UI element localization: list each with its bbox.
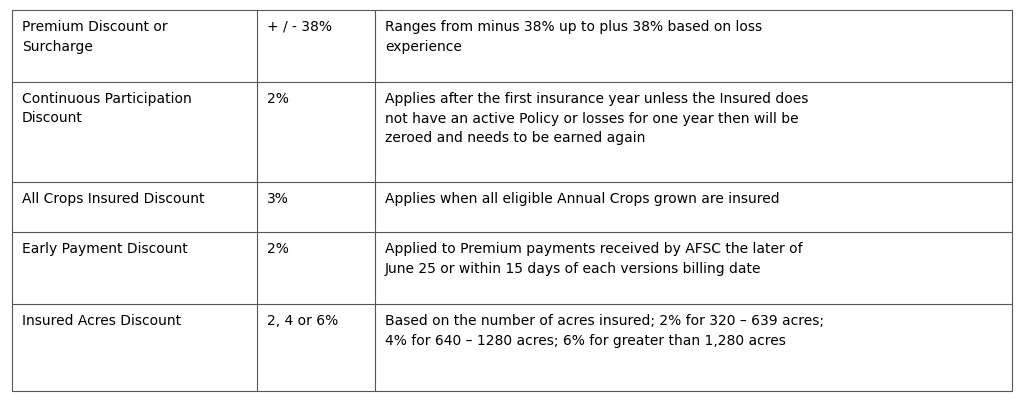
Text: Applied to Premium payments received by AFSC the later of
June 25 or within 15 d: Applied to Premium payments received by … bbox=[385, 242, 803, 275]
Text: 3%: 3% bbox=[267, 192, 289, 206]
Text: 2, 4 or 6%: 2, 4 or 6% bbox=[267, 314, 338, 328]
Text: Premium Discount or
Surcharge: Premium Discount or Surcharge bbox=[22, 20, 168, 53]
Text: Insured Acres Discount: Insured Acres Discount bbox=[22, 314, 181, 328]
Text: All Crops Insured Discount: All Crops Insured Discount bbox=[22, 192, 205, 206]
Text: Applies after the first insurance year unless the Insured does
not have an activ: Applies after the first insurance year u… bbox=[385, 92, 808, 145]
Text: Ranges from minus 38% up to plus 38% based on loss
experience: Ranges from minus 38% up to plus 38% bas… bbox=[385, 20, 762, 53]
Text: 2%: 2% bbox=[267, 92, 289, 106]
Text: 2%: 2% bbox=[267, 242, 289, 256]
Text: Applies when all eligible Annual Crops grown are insured: Applies when all eligible Annual Crops g… bbox=[385, 192, 779, 206]
Text: Early Payment Discount: Early Payment Discount bbox=[22, 242, 187, 256]
Text: Continuous Participation
Discount: Continuous Participation Discount bbox=[22, 92, 191, 126]
Text: Based on the number of acres insured; 2% for 320 – 639 acres;
4% for 640 – 1280 : Based on the number of acres insured; 2%… bbox=[385, 314, 824, 348]
Text: + / - 38%: + / - 38% bbox=[267, 20, 332, 34]
